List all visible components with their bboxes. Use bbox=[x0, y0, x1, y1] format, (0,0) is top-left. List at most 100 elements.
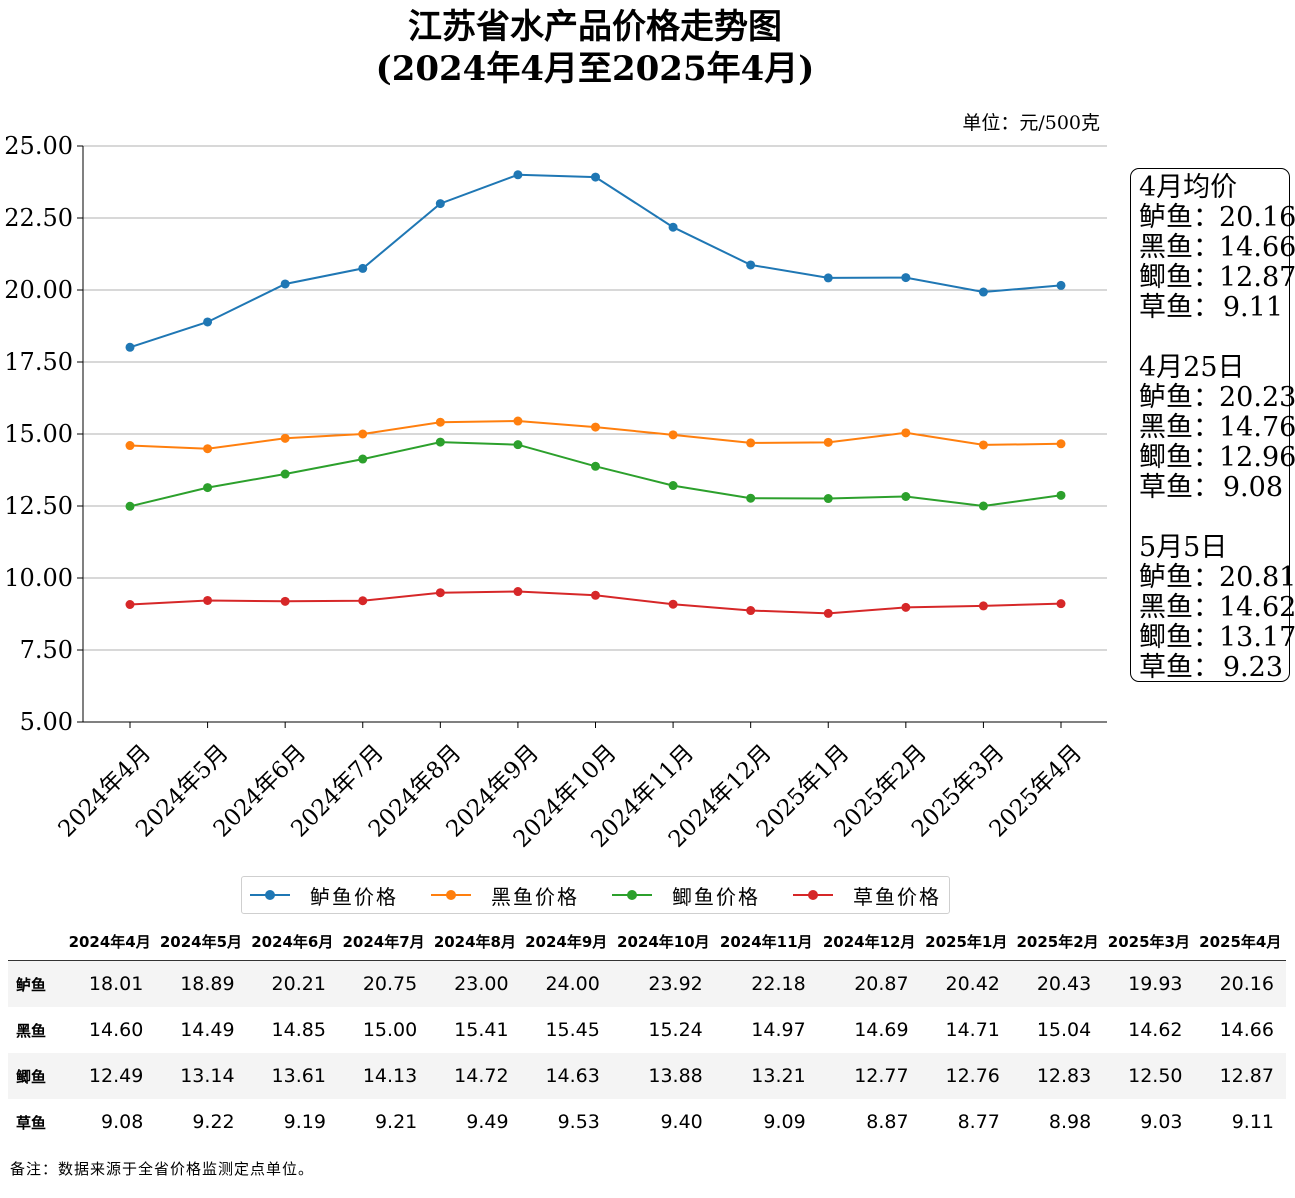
legend-label: 鲫鱼价格 bbox=[672, 884, 760, 909]
table-cell: 20.43 bbox=[1011, 960, 1104, 1007]
table-cell: 12.76 bbox=[920, 1053, 1012, 1099]
annotation-price: 9.11 bbox=[1222, 292, 1283, 323]
annotation-fish-name: 鲫鱼： bbox=[1139, 442, 1220, 473]
table-cell: 9.11 bbox=[1231, 1111, 1274, 1133]
data-point bbox=[203, 483, 213, 493]
table-column-header: 2024年11月 bbox=[714, 922, 818, 961]
table-cell: 20.21 bbox=[246, 960, 338, 1007]
table-column-header: 2024年10月 bbox=[611, 922, 715, 961]
annotation-group-title: 5月5日 bbox=[1139, 532, 1228, 563]
legend-swatch bbox=[431, 885, 471, 905]
table-cell: 15.00 bbox=[362, 1019, 418, 1041]
data-point bbox=[1056, 490, 1066, 500]
annotation-fish-name: 草鱼： bbox=[1139, 292, 1220, 323]
table-column-header: 2025年2月 bbox=[1011, 922, 1104, 961]
data-point bbox=[358, 263, 368, 273]
legend: 鲈鱼价格 黑鱼价格 鲫鱼价格 草鱼价格 bbox=[241, 876, 950, 914]
data-point bbox=[358, 429, 368, 439]
legend-marker bbox=[808, 890, 818, 900]
table-cell: 20.42 bbox=[920, 960, 1012, 1007]
data-point bbox=[513, 587, 523, 597]
table-cell: 15.41 bbox=[454, 1019, 509, 1041]
data-point bbox=[203, 317, 213, 327]
legend-swatch bbox=[612, 885, 652, 905]
table-cell: 18.89 bbox=[155, 960, 247, 1007]
data-point bbox=[513, 416, 523, 426]
table-cell: 13.14 bbox=[155, 1053, 247, 1099]
table-cell: 12.49 bbox=[64, 1053, 156, 1099]
data-point bbox=[1056, 439, 1066, 449]
data-point bbox=[901, 273, 911, 283]
table-cell: 9.49 bbox=[466, 1111, 509, 1133]
annotation-fish-name: 草鱼： bbox=[1139, 652, 1220, 683]
annotation-row: 鲫鱼： 12.87 bbox=[1139, 262, 1295, 293]
data-point bbox=[823, 437, 833, 447]
table-row: 草鱼 9.08 9.22 9.19 9.21 9.49 9.53 9.40 9.09 8.87 8.… bbox=[8, 1099, 1286, 1145]
table-cell: 14.60 bbox=[88, 1019, 144, 1041]
annotation-group: 5月5日 鲈鱼： 20.81 黑鱼： 14.62 鲫鱼： 13.17 草鱼： 9.23 bbox=[1139, 532, 1295, 683]
data-point bbox=[125, 501, 135, 511]
table-cell: 8.87 bbox=[866, 1111, 909, 1133]
table-cell: 22.18 bbox=[714, 960, 818, 1007]
table-cell: 12.87 bbox=[1194, 1053, 1286, 1099]
table-cell: 12.77 bbox=[817, 1053, 921, 1099]
annotation-fish-name: 鲈鱼： bbox=[1139, 202, 1220, 233]
legend-swatch bbox=[250, 885, 290, 905]
footnote: 备注：数据来源于全省价格监测定点单位。 bbox=[10, 1160, 315, 1178]
legend-marker bbox=[265, 890, 275, 900]
annotation-price: 12.96 bbox=[1219, 442, 1295, 473]
y-tick-label: 22.50 bbox=[4, 204, 73, 232]
table-cell: 23.00 bbox=[429, 960, 521, 1007]
table-cell: 24.00 bbox=[520, 960, 612, 1007]
table-cell: 14.49 bbox=[180, 1019, 235, 1041]
data-point bbox=[591, 172, 600, 182]
series-line bbox=[129, 441, 1062, 508]
y-tick-label: 7.50 bbox=[20, 636, 73, 664]
table-column-header: 2024年12月 bbox=[817, 922, 921, 961]
y-tick-label: 5.00 bbox=[20, 708, 73, 736]
legend-item: 鲫鱼价格 bbox=[612, 881, 760, 910]
legend-label: 鲈鱼价格 bbox=[310, 884, 398, 909]
table-cell: 12.83 bbox=[1011, 1053, 1104, 1099]
annotation-row: 黑鱼： 14.76 bbox=[1139, 413, 1295, 443]
table-column-header: 2025年4月 bbox=[1194, 922, 1286, 961]
annotation-row: 鲈鱼： 20.23 bbox=[1139, 382, 1295, 413]
table-column-header: 2024年7月 bbox=[337, 922, 430, 961]
legend-item: 鲈鱼价格 bbox=[250, 881, 398, 910]
annotation-price: 20.23 bbox=[1219, 382, 1295, 413]
y-tick-label: 10.00 bbox=[4, 564, 73, 592]
data-point bbox=[125, 342, 135, 352]
annotation-row: 黑鱼： 14.66 bbox=[1139, 233, 1295, 263]
annotation-price: 9.23 bbox=[1222, 652, 1283, 683]
table-cell: 12.50 bbox=[1103, 1053, 1195, 1099]
data-point bbox=[280, 279, 290, 289]
annotation-price: 12.87 bbox=[1219, 262, 1295, 293]
annotation-row: 草鱼： 9.11 bbox=[1139, 293, 1289, 323]
data-point bbox=[1056, 280, 1066, 290]
data-point bbox=[513, 440, 523, 450]
legend-item: 黑鱼价格 bbox=[431, 881, 579, 910]
legend-swatch bbox=[793, 885, 833, 905]
table-row-header: 黑鱼 bbox=[16, 1021, 47, 1040]
line-chart: 5.00 7.50 10.00 12.50 15.00 17.50 20.00 22.50 25… bbox=[4, 132, 1107, 853]
data-point bbox=[746, 606, 756, 616]
data-point bbox=[591, 461, 600, 471]
table-cell: 9.08 bbox=[101, 1111, 144, 1133]
table-header-row: 2024年4月 2024年5月 2024年6月 2024年7月 2024年8月 2024年… bbox=[8, 922, 1286, 961]
table-cell: 13.88 bbox=[611, 1053, 715, 1099]
data-point bbox=[978, 601, 988, 611]
annotation-group-title: 4月均价 bbox=[1139, 172, 1238, 203]
data-point bbox=[435, 437, 445, 447]
data-point bbox=[823, 608, 833, 618]
annotation-row: 鲫鱼： 13.17 bbox=[1139, 622, 1295, 653]
table-cell: 18.01 bbox=[64, 960, 156, 1007]
y-tick-label: 12.50 bbox=[4, 492, 73, 520]
annotation-fish-name: 黑鱼： bbox=[1139, 592, 1220, 623]
table-cell: 14.72 bbox=[429, 1053, 521, 1099]
annotation-price: 13.17 bbox=[1219, 622, 1295, 653]
table-corner-cell bbox=[8, 922, 64, 961]
table-column-header: 2025年1月 bbox=[920, 922, 1012, 961]
table-cell: 8.98 bbox=[1048, 1111, 1092, 1133]
annotation-group-title: 4月25日 bbox=[1139, 352, 1245, 383]
table-column-header: 2024年6月 bbox=[246, 922, 338, 961]
